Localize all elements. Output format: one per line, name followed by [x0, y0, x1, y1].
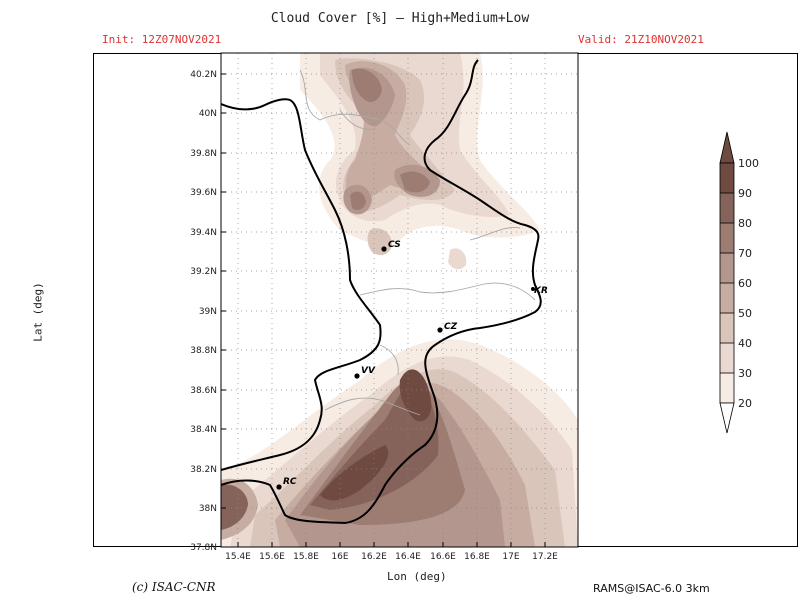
colorbar-segment [720, 373, 734, 403]
city-label-kr: KR [534, 286, 548, 296]
lat-tick-label: 37.8N [190, 543, 217, 553]
colorbar-label: 60 [738, 277, 752, 290]
colorbar-segment [720, 343, 734, 373]
credit-text: (c) ISAC-CNR [132, 580, 216, 594]
lat-tick-label: 38.6N [190, 386, 217, 396]
city-label-vv: VV [361, 366, 376, 376]
colorbar-label: 20 [738, 397, 752, 410]
colorbar-segment [720, 283, 734, 313]
lon-tick-label: 15.8E [293, 552, 319, 562]
colorbar-label: 90 [738, 187, 752, 200]
colorbar-label: 70 [738, 247, 752, 260]
city-label-cz: CZ [444, 322, 458, 332]
colorbar-label: 40 [738, 337, 752, 350]
lat-tick-label: 38N [199, 504, 217, 514]
colorbar-segment [720, 223, 734, 253]
lat-tick-label: 39.2N [190, 267, 217, 277]
lat-tick-label: 38.2N [190, 465, 217, 475]
city-kr: KR [531, 286, 548, 296]
lat-tick-labels: 40.2N 40N 39.8N 39.6N 39.4N 39.2N 39N 38… [190, 70, 217, 553]
cloud-cover-field [221, 53, 578, 547]
provincial-boundaries [299, 69, 536, 416]
map-title: Cloud Cover [%] — High+Medium+Low [270, 11, 530, 26]
lon-tick-label: 16.2E [361, 552, 387, 562]
lon-tick-label: 16.8E [464, 552, 490, 562]
colorbar: 100 90 80 70 60 50 40 30 20 [719, 131, 759, 434]
city-label-cs: CS [388, 240, 401, 250]
valid-time: Valid: 21Z10NOV2021 [578, 33, 704, 46]
city-cs: CS [381, 240, 401, 252]
colorbar-top-arrow [719, 131, 735, 164]
city-rc: RC [276, 477, 297, 490]
colorbar-segment [720, 313, 734, 343]
colorbar-label: 50 [738, 307, 752, 320]
x-axis-label: Lon (deg) [387, 570, 447, 583]
colorbar-label: 80 [738, 217, 752, 230]
lat-tick-label: 39N [199, 307, 217, 317]
lat-tick-label: 40.2N [190, 70, 217, 80]
colorbar-segment [720, 193, 734, 223]
coastline [221, 59, 542, 524]
lat-tick-label: 38.8N [190, 346, 217, 356]
lat-tick-label: 39.8N [190, 149, 217, 159]
colorbar-segment [720, 253, 734, 283]
lon-tick-label: 16.6E [430, 552, 456, 562]
lon-tick-labels: 15.4E 15.6E 15.8E 16E 16.2E 16.4E 16.6E … [225, 552, 558, 562]
lat-tick-label: 40N [199, 109, 217, 119]
city-label-rc: RC [283, 477, 297, 487]
y-axis-label: Lat (deg) [31, 282, 45, 342]
init-time: Init: 12Z07NOV2021 [102, 33, 222, 46]
colorbar-label: 30 [738, 367, 752, 380]
lon-tick-label: 17.2E [532, 552, 558, 562]
lon-tick-label: 15.6E [259, 552, 285, 562]
city-cz: CZ [437, 322, 458, 333]
lat-tick-label: 39.4N [190, 228, 217, 238]
lat-tick-label: 38.4N [190, 425, 217, 435]
lon-tick-label: 15.4E [225, 552, 251, 562]
city-vv: VV [354, 366, 376, 379]
colorbar-bottom-arrow [719, 402, 735, 434]
colorbar-label: 100 [738, 157, 759, 170]
city-markers: CS KR CZ VV RC [276, 240, 548, 490]
colorbar-segment [720, 163, 734, 193]
lon-tick-label: 17E [502, 552, 519, 562]
model-text: RAMS@ISAC-6.0 3km [593, 582, 710, 595]
lat-tick-label: 39.6N [190, 188, 217, 198]
lon-tick-label: 16E [331, 552, 348, 562]
tick-marks [221, 73, 546, 547]
lon-tick-label: 16.4E [395, 552, 421, 562]
map-frame [220, 52, 579, 548]
